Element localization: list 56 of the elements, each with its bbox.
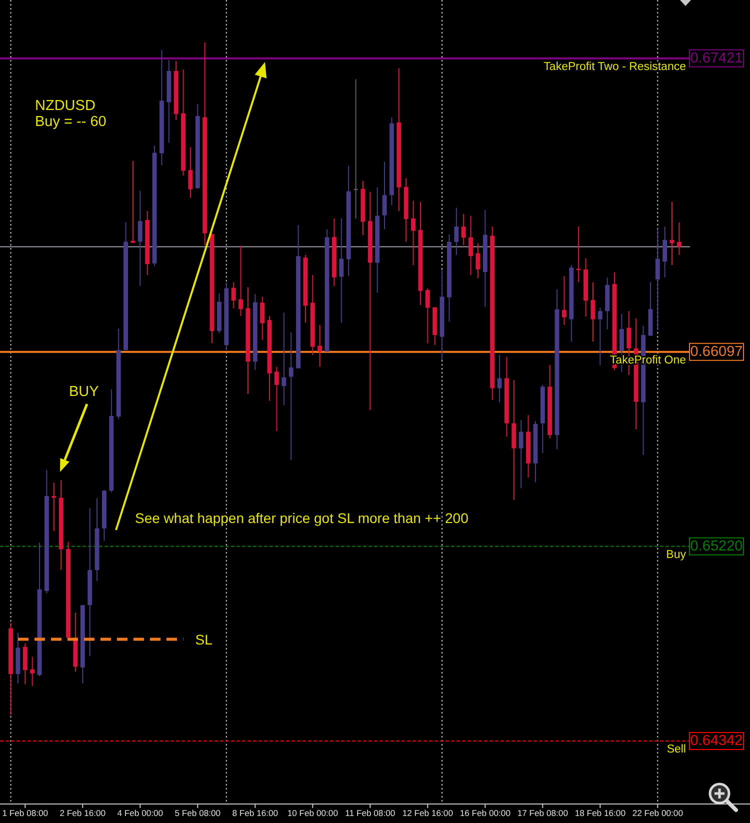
y-tick-label: 0.66097 [690,344,743,360]
candlestick [282,312,286,406]
candlestick [476,242,480,279]
candlestick [655,228,660,330]
candlestick [354,78,358,219]
x-tick-label: 11 Feb 08:00 [345,808,396,818]
candlestick [497,354,502,403]
annotation: See what happen after price got SL more than ++ 200 [135,510,469,526]
x-tick-label: 1 Feb 08:00 [2,808,48,818]
candlestick [425,288,430,344]
x-tick-label: 2 Feb 16:00 [60,808,106,818]
candlestick [288,332,294,461]
annotation: Buy = -- 60 [35,114,106,130]
candlestick [138,190,142,286]
candlestick [454,207,459,256]
candlestick [238,245,244,316]
candlestick [30,656,35,687]
candlestick [339,218,344,324]
candlestick [468,215,474,276]
candlestick [318,324,322,368]
ref-line-label: TakeProfit Two - Resistance [544,60,686,73]
candlestick [562,276,566,326]
candlestick [188,146,193,198]
series-label: SL [195,631,213,648]
candlestick [411,200,416,266]
x-tick-label: 10 Feb 00:00 [287,808,338,818]
candlestick [231,282,236,309]
candlestick [576,226,581,283]
x-tick-label: 8 Feb 16:00 [232,808,278,818]
annotation: BUY [69,384,100,400]
candlestick [670,201,674,266]
candlestick [662,226,668,278]
candlestick [130,160,136,244]
candlestick [52,482,56,532]
candlestick [676,222,682,256]
y-tick-label: 0.65220 [690,538,743,554]
annotation: NZDUSD [35,98,96,114]
candlestick [274,366,279,432]
y-tick-label: 0.67421 [690,50,743,66]
x-tick-label: 18 Feb 16:00 [574,808,626,818]
candlestick [382,161,387,230]
ref-line-label: Sell [666,744,686,756]
x-tick-label: 16 Feb 00:00 [460,808,511,818]
candlestick [461,213,466,246]
x-tick-label: 22 Feb 00:00 [632,808,684,818]
x-tick-label: 12 Feb 16:00 [402,808,454,818]
y-tick-label: 0.64342 [690,733,743,750]
x-tick-label: 5 Feb 08:00 [174,808,221,818]
candlestick [598,307,602,366]
candlestick [260,296,265,340]
candlestick [22,642,28,685]
candlestick [518,419,524,489]
ref-line-label: Buy [666,548,686,561]
x-tick-label: 17 Feb 08:00 [517,808,568,818]
x-tick-label: 4 Feb 00:00 [117,808,164,818]
candlestick [590,282,596,342]
